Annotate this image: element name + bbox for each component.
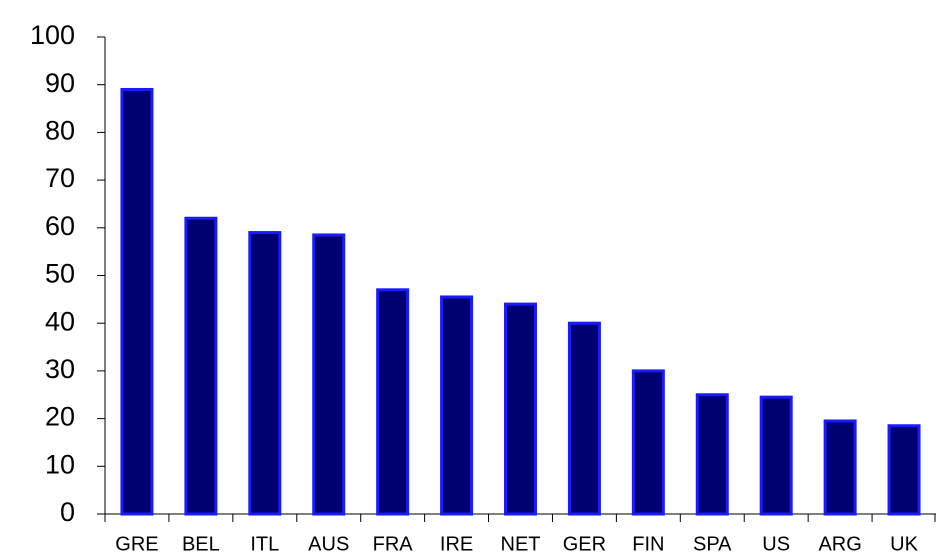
bar	[887, 424, 921, 516]
x-tick-label: GRE	[115, 533, 158, 555]
bar	[376, 288, 410, 516]
bar	[631, 369, 665, 516]
y-tick-label: 40	[45, 306, 75, 336]
x-tick-label: SPA	[693, 533, 732, 555]
y-tick-label: 80	[45, 116, 75, 146]
y-tick-label: 90	[45, 68, 75, 98]
y-tick-label: 60	[45, 211, 75, 241]
y-tick-label: 70	[45, 163, 75, 193]
x-tick-label: AUS	[308, 533, 349, 555]
bar	[120, 87, 154, 516]
y-tick-label: 10	[45, 449, 75, 479]
x-tick-label: FIN	[632, 533, 664, 555]
x-tick-label: BEL	[182, 533, 220, 555]
x-tick-label: NET	[501, 533, 541, 555]
x-tick-label: IRE	[440, 533, 473, 555]
bar	[759, 395, 793, 516]
x-tick-label: ITL	[250, 533, 279, 555]
y-tick-label: 100	[30, 20, 75, 50]
x-tick-label: UK	[890, 533, 918, 555]
bar	[504, 302, 537, 516]
y-tick-label: 50	[45, 259, 75, 289]
y-tick-label: 30	[45, 354, 75, 384]
bar	[248, 231, 282, 516]
bar	[312, 233, 346, 516]
bar	[184, 216, 218, 516]
x-tick-label: FRA	[373, 533, 414, 555]
bar	[567, 321, 601, 516]
x-tick-label: ARG	[818, 533, 861, 555]
bar	[695, 393, 729, 516]
y-tick-label: 20	[45, 402, 75, 432]
bar	[823, 419, 857, 516]
x-tick-label: GER	[563, 533, 606, 555]
x-tick-label: US	[762, 533, 790, 555]
bar	[440, 295, 474, 516]
y-tick-label: 0	[60, 497, 75, 527]
